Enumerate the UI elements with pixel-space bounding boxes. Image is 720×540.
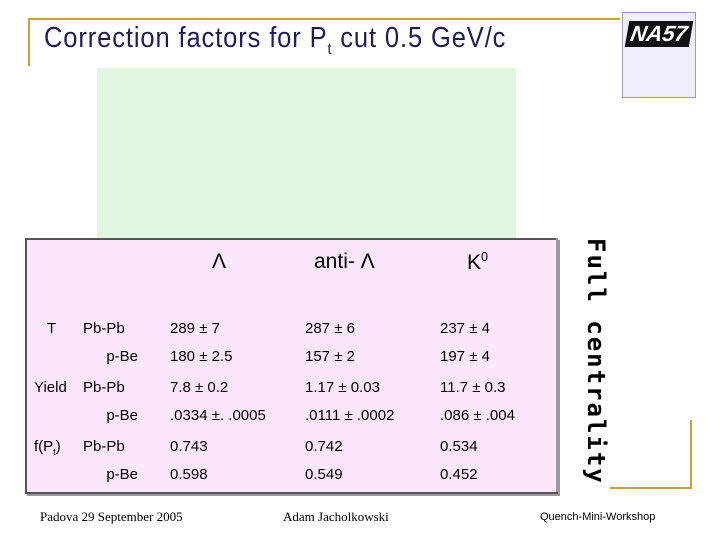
label: K0 [467,250,488,275]
cell: 7.8 ± 0.2 [170,379,229,396]
label-text: anti- Λ [314,250,375,273]
green-panel [97,68,516,240]
label-text: Yield [34,379,67,396]
rule [690,420,692,489]
rule [28,18,620,20]
logo: NA57 [622,12,696,98]
system: Pb-Pb [83,438,125,455]
system: Pb-Pb [83,320,125,337]
label: Yield [34,379,67,396]
cell: 0.549 [305,466,343,483]
cell: 0.742 [305,438,343,455]
label-sub: t [53,447,56,457]
cell: 0.743 [170,438,208,455]
cell: 0.598 [170,466,208,483]
cell: 0.534 [440,438,478,455]
label-text: f(P [34,438,54,455]
footer-right: Quench-Mini-Workshop [540,511,656,523]
label: anti- Λ [314,250,375,274]
cell: 287 ± 6 [305,320,355,337]
system: Pb-Pb [83,379,125,396]
cell: 289 ± 7 [170,320,220,337]
label-text: Λ [212,250,227,273]
system: p-Be [106,466,138,483]
footer-left: Padova 29 September 2005 [40,509,183,524]
footer-center: Adam Jacholkowski [283,509,389,524]
cell: .086 ± .004 [440,407,515,424]
title: Correction factors for Pt cut 0.5 GeV/c [44,22,506,59]
cell: 197 ± 4 [440,348,490,365]
label-text: K [467,251,482,274]
label-text: T [47,320,57,337]
cell: .0334 ±. .0005 [170,407,266,424]
title-text: cut 0.5 GeV/c [332,22,507,54]
cell: .0111 ± .0002 [305,407,395,424]
cell: 0.452 [440,466,478,483]
system: p-Be [106,348,138,365]
label-text: ) [55,438,61,455]
title-text: Correction factors for P [44,22,328,54]
rule [610,487,692,489]
label: f(Pt) [34,438,61,457]
side-label: Full centrality [582,238,610,485]
rule [556,238,558,492]
rule [28,18,30,66]
logo-text: NA57 [624,21,694,47]
cell: 11.7 ± 0.3 [440,379,506,396]
label: Λ [212,250,226,274]
system: p-Be [106,407,138,424]
cell: 237 ± 4 [440,320,490,337]
label-sup: 0 [481,250,489,264]
cell: 1.17 ± 0.03 [305,379,380,396]
cell: 157 ± 2 [305,348,355,365]
cell: 180 ± 2.5 [170,348,233,365]
label: T [47,320,56,337]
title-sub: t [327,40,333,58]
